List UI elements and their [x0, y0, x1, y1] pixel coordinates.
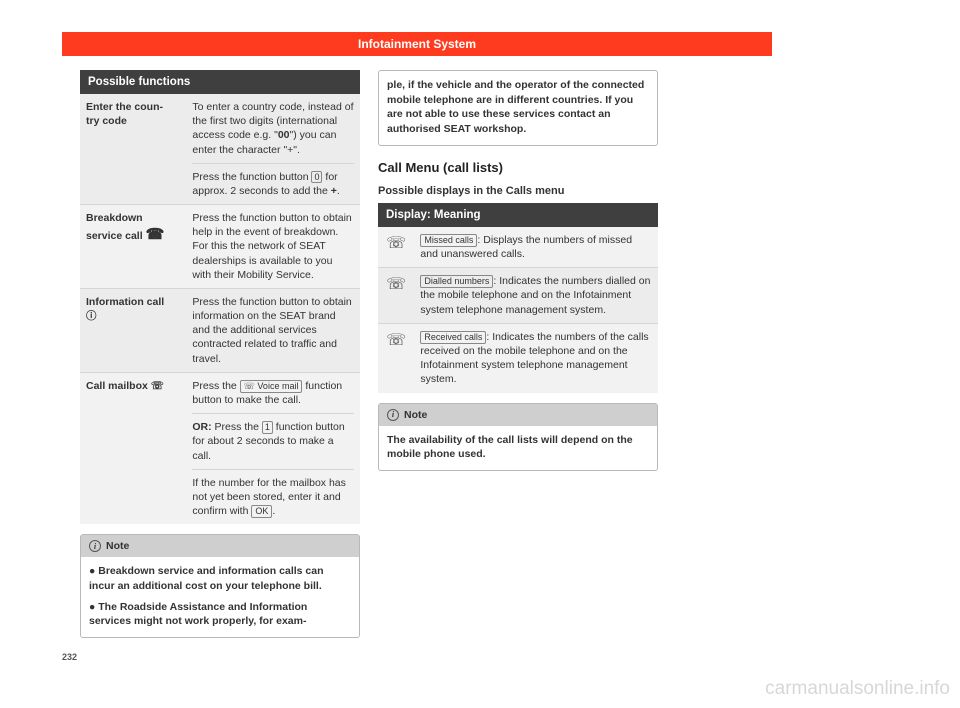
row-label: Information callⓘ — [80, 289, 186, 372]
left-column: Possible functions Enter the coun-try co… — [80, 70, 360, 638]
note-header: i Note — [81, 535, 359, 557]
display-description: Missed calls: Displays the numbers of mi… — [414, 227, 658, 267]
call-type-icon: ☏ — [378, 227, 414, 261]
note-header: i Note — [379, 404, 657, 426]
display-description: Received calls: Indicates the numbers of… — [414, 324, 658, 393]
table-row: Call mailbox ☏Press the ☏ Voice mail fun… — [80, 372, 360, 525]
section-title: Call Menu (call lists) — [378, 160, 658, 175]
call-type-icon: ☏ — [378, 324, 414, 358]
header-bar: Infotainment System — [62, 32, 772, 56]
right-note-body: The availability of the call lists will … — [379, 426, 657, 470]
call-type-icon: ☏ — [378, 268, 414, 302]
right-note-box: i Note The availability of the call list… — [378, 403, 658, 471]
left-table-body: Enter the coun-try codeTo enter a countr… — [80, 94, 360, 524]
page-number: 232 — [62, 652, 77, 662]
left-note-box: i Note ● Breakdown service and informati… — [80, 534, 360, 638]
display-row: ☏Received calls: Indicates the numbers o… — [378, 323, 658, 393]
row-description: To enter a country code, instead of the … — [186, 94, 360, 204]
display-table-body: ☏Missed calls: Displays the numbers of m… — [378, 227, 658, 393]
continuation-text: ple, if the vehicle and the operator of … — [379, 71, 657, 145]
left-table-header: Possible functions — [80, 70, 360, 94]
note-paragraph: ● Breakdown service and information call… — [89, 564, 351, 593]
table-row: Enter the coun-try codeTo enter a countr… — [80, 94, 360, 204]
watermark: carmanualsonline.info — [765, 678, 950, 700]
info-icon: i — [387, 409, 399, 421]
row-description: Press the ☏ Voice mail function button t… — [186, 373, 360, 525]
content-columns: Possible functions Enter the coun-try co… — [80, 70, 770, 638]
display-row: ☏Missed calls: Displays the numbers of m… — [378, 227, 658, 267]
row-description: Press the function button to obtain help… — [186, 205, 360, 288]
row-label: Enter the coun-try code — [80, 94, 186, 204]
right-column: ple, if the vehicle and the operator of … — [378, 70, 658, 638]
note-title: Note — [404, 409, 427, 421]
display-description: Dialled numbers: Indicates the numbers d… — [414, 268, 658, 323]
row-description: Press the function button to obtain info… — [186, 289, 360, 372]
left-note-body: ● Breakdown service and information call… — [81, 557, 359, 637]
section-subtitle: Possible displays in the Calls menu — [378, 185, 658, 197]
note-title: Note — [106, 540, 129, 552]
table-row: Breakdownservice call ☎Press the functio… — [80, 204, 360, 288]
table-row: Information callⓘPress the function butt… — [80, 288, 360, 372]
note-paragraph: The availability of the call lists will … — [387, 433, 649, 462]
row-label: Call mailbox ☏ — [80, 373, 186, 525]
row-label: Breakdownservice call ☎ — [80, 205, 186, 288]
info-icon: i — [89, 540, 101, 552]
continuation-box: ple, if the vehicle and the operator of … — [378, 70, 658, 146]
display-row: ☏Dialled numbers: Indicates the numbers … — [378, 267, 658, 323]
note-paragraph: ● The Roadside Assistance and Informatio… — [89, 600, 351, 629]
display-table-header: Display: Meaning — [378, 203, 658, 227]
